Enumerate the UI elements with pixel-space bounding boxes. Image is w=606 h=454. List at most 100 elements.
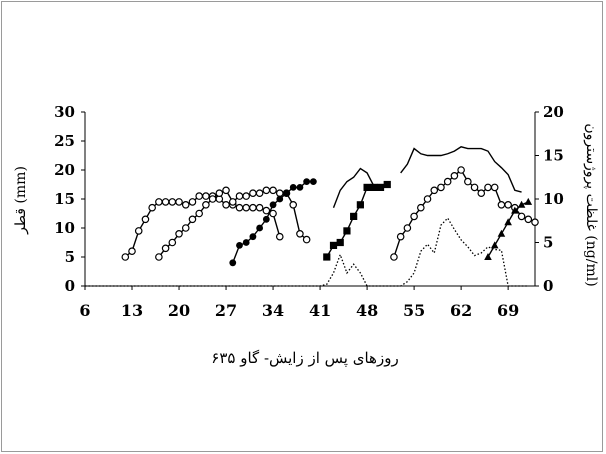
- data-point-open-circle: [181, 224, 190, 232]
- data-point-filled-square: [336, 238, 344, 247]
- data-point-open-circle: [457, 166, 465, 174]
- y-left-tick-label: 10: [54, 219, 75, 237]
- data-point-filled-square: [370, 183, 378, 191]
- data-point-open-circle: [255, 203, 264, 212]
- data-point-filled-square: [329, 241, 338, 249]
- data-point-open-circle: [524, 215, 533, 224]
- y-axis-right-label: غلظت پروژسترون (ng/ml): [583, 123, 599, 286]
- data-point-filled-triangle: [484, 253, 492, 260]
- data-point-open-circle: [423, 195, 432, 203]
- data-point-open-circle: [275, 232, 284, 241]
- data-point-open-circle: [155, 253, 163, 261]
- x-tick-label: 13: [121, 301, 143, 320]
- data-point-open-circle: [161, 244, 170, 253]
- data-point-open-circle: [222, 186, 230, 195]
- series-5: [484, 197, 533, 260]
- data-point-filled-circle: [236, 242, 243, 249]
- data-point-filled-circle: [283, 189, 290, 197]
- data-point-filled-circle: [242, 239, 250, 246]
- data-point-open-circle: [497, 201, 506, 209]
- data-point-open-circle: [134, 227, 143, 235]
- data-point-open-circle: [390, 253, 398, 261]
- series-0: [121, 192, 284, 261]
- data-point-open-circle: [121, 253, 130, 261]
- data-point-filled-circle: [289, 184, 297, 191]
- data-point-open-circle: [470, 183, 479, 192]
- data-point-filled-triangle: [490, 241, 499, 249]
- data-point-open-circle: [181, 201, 190, 209]
- data-point-open-circle: [450, 172, 459, 180]
- data-point-filled-square: [323, 253, 331, 261]
- data-point-open-circle: [490, 183, 499, 192]
- data-point-open-circle: [175, 198, 183, 206]
- data-point-open-circle: [296, 230, 304, 238]
- data-point-filled-circle: [229, 259, 237, 267]
- data-point-open-circle: [168, 238, 177, 247]
- data-point-open-circle: [504, 201, 512, 209]
- data-point-open-circle: [531, 218, 539, 227]
- series-7: [400, 146, 522, 193]
- x-tick-label: 20: [168, 301, 190, 320]
- data-point-open-circle: [517, 212, 526, 221]
- data-point-open-circle: [242, 203, 250, 212]
- data-point-open-circle: [242, 192, 250, 200]
- x-tick-label: 62: [450, 301, 472, 320]
- data-point-open-circle: [430, 186, 439, 195]
- data-point-open-circle: [155, 198, 163, 206]
- x-tick-label: 27: [215, 301, 237, 320]
- data-point-open-circle: [148, 203, 156, 212]
- data-point-open-circle: [477, 189, 486, 198]
- y-left-tick-label: 25: [54, 132, 75, 150]
- data-point-filled-square: [383, 180, 391, 189]
- data-point-open-circle: [202, 192, 210, 200]
- data-point-filled-square: [376, 183, 385, 191]
- series-line: [332, 167, 375, 208]
- x-tick-label: 41: [309, 301, 331, 320]
- y-left-tick-label: 5: [65, 248, 75, 266]
- data-point-open-circle: [222, 201, 230, 209]
- y-axis-left-label: قطر (mm): [13, 166, 29, 235]
- data-point-open-circle: [275, 189, 284, 198]
- data-point-open-circle: [396, 232, 405, 241]
- data-point-filled-triangle: [504, 218, 512, 226]
- data-point-filled-triangle: [511, 206, 519, 214]
- data-point-open-circle: [410, 212, 418, 221]
- data-point-filled-circle: [262, 215, 270, 223]
- series-line: [400, 146, 522, 193]
- data-point-open-circle: [262, 206, 271, 215]
- data-point-open-circle: [417, 203, 425, 212]
- data-point-filled-circle: [309, 178, 317, 186]
- data-point-open-circle: [141, 215, 150, 224]
- data-point-open-circle: [168, 198, 177, 206]
- data-point-open-circle: [235, 203, 244, 212]
- data-point-open-circle: [161, 198, 170, 206]
- data-point-open-circle: [269, 209, 277, 218]
- series-line: [487, 201, 529, 258]
- series-group: [85, 146, 539, 287]
- data-point-filled-triangle: [524, 197, 533, 205]
- data-point-open-circle: [289, 201, 298, 209]
- data-point-open-circle: [302, 235, 311, 244]
- data-point-open-circle: [255, 189, 264, 198]
- data-point-open-circle: [443, 177, 452, 186]
- x-tick-label: 48: [356, 301, 378, 320]
- series-4: [390, 166, 539, 261]
- data-point-open-circle: [484, 183, 492, 192]
- data-point-filled-circle: [303, 178, 311, 186]
- data-point-filled-triangle: [497, 229, 506, 237]
- data-point-open-circle: [215, 189, 224, 198]
- data-point-open-circle: [249, 189, 257, 198]
- data-point-open-circle: [128, 247, 136, 256]
- y-right-tick-label: 10: [543, 190, 564, 208]
- data-point-filled-circle: [276, 195, 284, 203]
- data-point-filled-triangle: [517, 200, 526, 208]
- data-point-open-circle: [188, 215, 197, 224]
- data-point-filled-square: [343, 227, 351, 235]
- data-point-open-circle: [235, 192, 244, 200]
- data-point-open-circle: [195, 209, 203, 218]
- y-left-tick-label: 30: [54, 103, 75, 121]
- series-2: [229, 178, 317, 267]
- data-point-filled-square: [350, 212, 358, 220]
